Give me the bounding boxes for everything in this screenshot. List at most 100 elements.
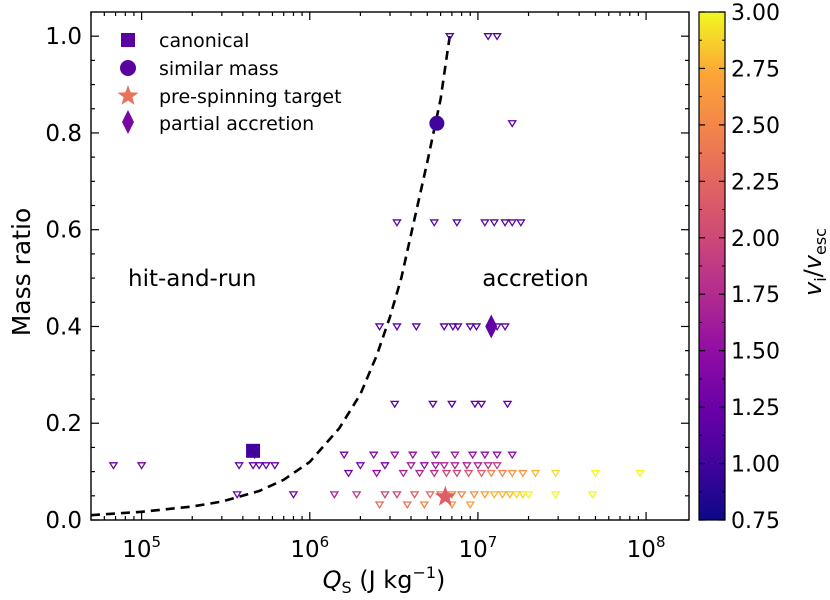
x-tick-label: 105 [122,533,161,563]
data-point [492,33,502,41]
data-point [430,451,441,460]
data-point [507,469,518,478]
data-point [516,219,526,227]
data-point [489,219,499,227]
data-point [507,120,518,128]
data-point [339,451,349,460]
data-point [409,491,420,499]
data-point [511,491,522,499]
colorbar-tick-label: 2.25 [731,170,780,195]
data-point [518,491,528,499]
y-tick-labels: 0.0 0.2 0.4 0.6 0.8 1.0 [45,24,82,534]
legend-label-similar-mass: similar mass [159,58,279,80]
colorbar-tick-label: 3.00 [731,1,780,26]
data-point [587,491,598,499]
data-point [476,400,487,409]
y-tick-label: 1.0 [45,24,82,50]
data-point [476,469,487,478]
data-point [518,469,528,478]
data-point [368,451,379,460]
x-axis-label-units: (J kg [352,566,413,594]
y-axis-label: Mass ratio [7,208,36,337]
data-point [497,491,508,499]
data-point [463,469,474,478]
colorbar-tick-label: 2.00 [731,227,780,252]
data-point [136,462,147,470]
data-point [371,469,382,478]
data-point [389,451,400,460]
data-point [456,491,467,499]
legend-label-partial-accretion: partial accretion [159,113,314,135]
data-point [497,469,508,478]
x-axis-label-exp: −1 [412,563,436,582]
colorbar-tick-label: 2.50 [731,114,780,139]
x-axis-label-sub: S [341,578,351,597]
x-tick-label: 106 [290,533,329,563]
y-tick-label: 0.8 [45,121,82,147]
x-tick-label: 108 [627,533,666,563]
data-point [447,400,457,409]
legend-label-canonical: canonical [159,30,249,52]
data-point [523,491,534,499]
highlight-partial-accretion [485,314,498,339]
colorbar-label-i: i [811,277,830,281]
colorbar-tick-label: 1.50 [731,340,780,365]
data-point [288,491,299,499]
data-point [392,323,402,331]
data-points [108,33,645,509]
data-point [469,491,479,499]
boundary-curve [91,36,452,517]
data-point [467,451,478,460]
colorbar [698,11,726,521]
data-point [450,451,460,460]
data-point [480,451,490,460]
data-point [425,491,435,499]
colorbar-ticks: 0.75 1.00 1.25 1.50 1.75 2.00 2.25 2.50 2.75 3.00 [699,1,780,534]
data-point [462,462,472,470]
x-axis-label-close: ) [436,566,445,594]
data-point [500,219,510,227]
data-point [550,469,561,478]
y-tick-label: 0.4 [45,314,82,340]
region-label-accretion: accretion [482,266,589,292]
colorbar-label-sep: / [799,268,827,277]
data-point [329,491,340,499]
data-point [402,501,413,509]
data-point [234,462,244,470]
data-point [414,469,425,478]
data-point [392,219,402,227]
highlight-pre-spinning-target [434,485,456,506]
data-point [392,491,402,499]
highlight-canonical [246,443,261,458]
data-point [447,501,457,509]
data-point [471,323,482,331]
data-point [507,219,518,227]
x-axis-label: QS (J kg−1) [323,563,446,597]
data-point [444,33,455,41]
data-point [261,462,271,470]
data-point [419,462,430,470]
data-point [439,323,449,331]
data-point [470,400,480,409]
data-point [465,323,476,331]
data-point [452,219,462,227]
data-point [351,491,362,499]
data-point [428,400,438,409]
data-point [430,462,441,470]
data-point [489,491,499,499]
data-point [429,219,440,227]
data-point [408,451,418,460]
data-point [380,491,390,499]
legend: canonical similar mass pre-spinning targ… [117,30,342,135]
data-point [355,462,366,470]
data-point [374,501,385,509]
data-point [248,462,258,470]
y-tick-label: 0.0 [45,508,82,534]
data-point [480,219,490,227]
data-point [450,462,460,470]
data-point [448,323,458,331]
data-point [492,451,502,460]
data-point [441,469,452,478]
legend-marker-canonical [121,33,135,47]
x-tick-label: 107 [459,533,498,563]
